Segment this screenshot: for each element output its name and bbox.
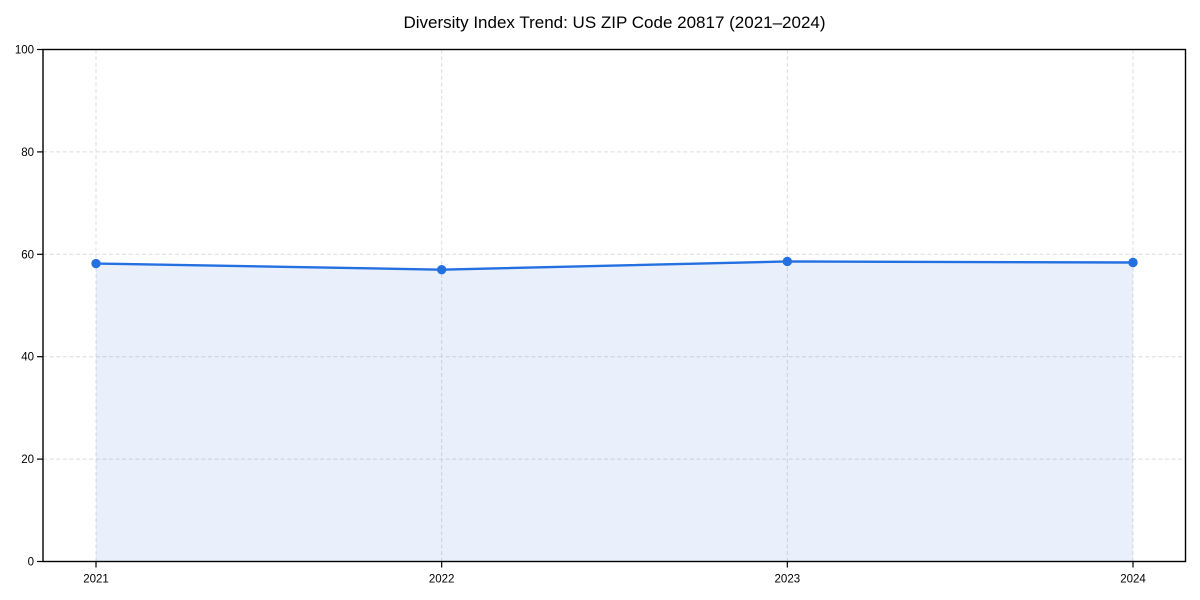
data-point-2024: [1128, 257, 1138, 268]
data-point-2022: [436, 264, 447, 275]
x-tick-label: 2023: [775, 574, 801, 586]
y-tick-label: 60: [21, 249, 34, 261]
y-tick-label: 100: [15, 45, 34, 57]
x-tick-label: 2024: [1120, 574, 1146, 586]
y-tick-label: 0: [28, 557, 34, 569]
chart-title: Diversity Index Trend: US ZIP Code 20817…: [403, 13, 826, 32]
data-point-2023: [782, 256, 793, 267]
y-tick-label: 80: [21, 147, 34, 159]
trend-line: [94, 260, 1135, 271]
y-tick-label: 40: [21, 352, 34, 364]
y-tick-label: 20: [21, 454, 34, 466]
plot-border: [42, 48, 1187, 563]
area-fill: [96, 261, 1133, 562]
x-tick-label: 2022: [429, 574, 455, 586]
x-tick-label: 2021: [83, 574, 109, 586]
data-point-2021: [91, 258, 101, 269]
